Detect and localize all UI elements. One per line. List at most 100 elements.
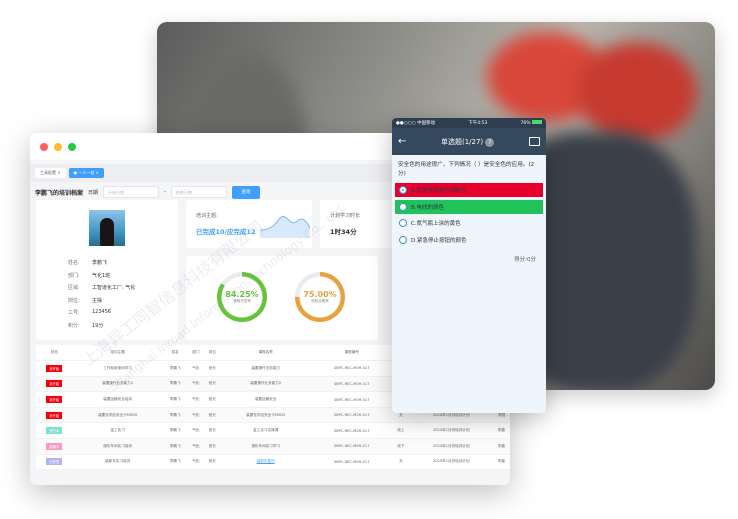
help-icon[interactable]: ? <box>485 137 495 147</box>
answer-sheet-icon[interactable] <box>529 137 540 146</box>
table-cell: 班长 <box>204 438 221 455</box>
table-cell: 班长 <box>204 454 221 471</box>
question-text: 安全色的用途很广，下列情况（ ）是安全色的应用。(2分) <box>398 162 535 177</box>
profile-field: 工号: 123456 <box>68 309 111 316</box>
table-cell: 气化 <box>187 438 205 455</box>
column-header[interactable]: 姓名 <box>162 345 188 362</box>
minimize-dot[interactable] <box>54 142 62 151</box>
status-badge: 未开始 <box>46 411 63 419</box>
table-cell: SBPC-REC-M0H-017 <box>310 360 393 377</box>
table-cell: 装置操作业务能力 <box>220 360 311 377</box>
score: 得分:0分 <box>514 257 536 263</box>
status-badge: 未开始 <box>46 380 63 388</box>
table-cell: 班长 <box>204 376 221 393</box>
maximize-dot[interactable] <box>68 142 76 151</box>
tab-tool-config[interactable]: 工具配置 × <box>35 168 66 178</box>
battery-text: 76% <box>520 121 531 126</box>
field-value: 李鹏飞 <box>92 260 108 266</box>
profile-field: 姓名: 李鹏飞 <box>68 259 107 266</box>
rings-card: 84.25% 课程完成率 75.00% 测验合格率 <box>186 256 378 340</box>
answer-option[interactable]: D.紧急停止按钮的颜色 <box>395 233 543 247</box>
table-cell: 气化 <box>187 360 205 377</box>
field-label: 部门: <box>68 272 80 279</box>
plan-label: 计划学习时长 <box>330 213 361 219</box>
table-cell: SBPC-REC-M0H-017 <box>310 391 393 408</box>
profile-field: 部门: 气化1班 <box>68 272 110 279</box>
radio-button[interactable] <box>399 202 407 211</box>
back-arrow-icon[interactable]: ← <box>398 136 407 147</box>
clock: 下午4:53 <box>468 121 488 126</box>
table-cell: 李鹏飞 <box>162 391 188 408</box>
table-row[interactable]: 延期中 煤化车间实习培训 李鹏飞 气化 班长 煤化车间实习学习 SBPC-REC-M0H-0… <box>36 438 510 455</box>
table-cell: 装置操作业务能力2 <box>72 376 163 393</box>
filter-header: 李鹏飞的培训档案 日期 开始日期 - 结束日期 查询 <box>30 182 510 202</box>
status-badge: 未开始 <box>46 364 63 372</box>
table-cell: 煤化车间实习培训 <box>72 438 163 455</box>
radio-button[interactable] <box>399 186 407 194</box>
table-cell: 气化 <box>187 391 205 408</box>
table-row[interactable]: 已完成 装卸车实习培训 李鹏飞 气化 班长 装卸车复训 SBPC-REC-M0H-017 无 2… <box>36 454 510 471</box>
column-header[interactable]: 岗位 <box>204 345 221 362</box>
table-cell: 无 <box>392 454 410 471</box>
field-value: 19分 <box>92 322 104 329</box>
table-row[interactable]: 进行中 金工实习 李鹏飞 气化 班长 金工实习实操课 SBPC-REC-M0H-017 线上 2… <box>36 422 510 440</box>
answer-option[interactable]: C.氮气瓶上涂的黄色 <box>395 216 543 230</box>
column-header[interactable]: 部门 <box>187 345 205 362</box>
profile-field: 积分: 19分 <box>68 322 103 329</box>
profile-field: 岗位: 主操 <box>68 297 102 304</box>
radio-button[interactable] <box>399 235 407 244</box>
table-cell: 职能 <box>493 422 510 440</box>
ring-label: 测验合格率 <box>311 299 329 303</box>
tab-bar: 工具配置 × ● 一人一档 × <box>30 164 510 182</box>
field-value: 主操 <box>92 297 103 304</box>
table-cell: 装置操作业务能力2 <box>220 376 311 393</box>
search-button[interactable]: 查询 <box>231 185 260 199</box>
battery: 76% <box>521 120 542 126</box>
close-dot[interactable] <box>40 142 48 151</box>
ring-value: 75.00% <box>303 290 337 299</box>
end-date-input[interactable]: 结束日期 <box>170 186 227 198</box>
quiz-pass-ring: 75.00% 测验合格率 <box>295 272 345 322</box>
avatar <box>89 210 125 246</box>
table-cell: 职能 <box>493 438 510 455</box>
table-cell: 2020年1月份培训计划 <box>409 438 494 455</box>
answer-option[interactable]: B.电线的颜色 <box>395 199 543 214</box>
table-cell: 工作验收使用学习 <box>72 360 163 377</box>
table-cell: 李鹏飞 <box>162 376 188 393</box>
table-cell: 2020年1月份培训计划 <box>409 454 494 471</box>
field-value: 工智道化工厂: 气化 <box>92 285 136 291</box>
question-title: 单选题(1/27) <box>440 137 484 146</box>
course-completion-ring: 84.25% 课程完成率 <box>217 272 267 322</box>
table-cell: 李鹏飞 <box>162 422 188 440</box>
table-cell: 金工实习 <box>72 422 163 440</box>
table-cell: 金工实习实操课 <box>220 422 311 440</box>
status-badge: 延期中 <box>46 442 63 450</box>
column-header[interactable]: 课程编号 <box>310 345 393 362</box>
radio-button[interactable] <box>399 219 407 227</box>
table-cell: 气化 <box>187 376 205 393</box>
page-title: 李鹏飞的培训档案 <box>35 189 84 197</box>
status-badge: 已完成 <box>46 458 63 466</box>
column-header[interactable]: 状态 <box>36 345 73 362</box>
answer-option[interactable]: A.管道等设施不同颜色 <box>395 183 543 197</box>
table-cell: 班长 <box>204 360 221 377</box>
table-cell: 线下 <box>392 438 410 455</box>
table-cell: 李鹏飞 <box>162 438 188 455</box>
field-label: 姓名: <box>68 260 80 266</box>
start-date-input[interactable]: 开始日期 <box>103 186 160 198</box>
table-cell: SBPC-REC-M0H-017 <box>310 407 393 424</box>
phone-quiz: ●●○○○ 中国移动 下午4:53 76% ← 单选题(1/27) ? 安全色的… <box>392 118 546 413</box>
tab-profile[interactable]: ● 一人一档 × <box>68 168 105 178</box>
training-label: 培训主题: <box>196 213 218 219</box>
option-label: C.氮气瓶上涂的黄色 <box>411 221 461 227</box>
table-cell: 职能 <box>493 454 510 471</box>
column-header[interactable]: 课程名称 <box>220 345 311 362</box>
table-cell[interactable]: 装卸车复训 <box>220 454 311 471</box>
table-row[interactable]: 未开始 装置化学品安全卡MSDS 李鹏飞 气化 班长 装置化学品安全卡MSDS SBPC-R… <box>36 407 510 424</box>
column-header[interactable]: 培训主题 <box>72 345 163 362</box>
field-label: 区域: <box>68 285 80 291</box>
training-card: 培训主题: 已完成10/应完成12 <box>186 200 312 248</box>
table-cell: 班长 <box>204 422 221 440</box>
status-badge: 进行中 <box>46 427 63 435</box>
profile-field: 区域: 工智道化工厂: 气化 <box>68 284 135 291</box>
